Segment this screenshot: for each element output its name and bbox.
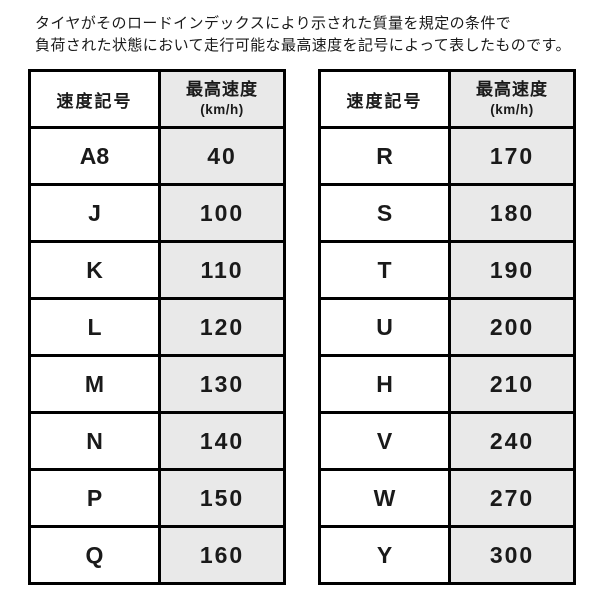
intro-line-1: タイヤがそのロードインデックスにより示された質量を規定の条件で	[35, 15, 512, 32]
speed-header-title: 最高速度	[476, 80, 548, 100]
table-row: N 140	[28, 411, 286, 471]
table-row: V 240	[318, 411, 576, 471]
table-row: R 170	[318, 126, 576, 186]
max-speed-cell: 140	[158, 411, 286, 471]
table-row: W 270	[318, 468, 576, 528]
speed-symbol-cell: P	[28, 468, 161, 528]
speed-symbol-cell: U	[318, 297, 451, 357]
speed-symbol-cell: K	[28, 240, 161, 300]
max-speed-cell: 120	[158, 297, 286, 357]
max-speed-cell: 210	[448, 354, 576, 414]
table-row: T 190	[318, 240, 576, 300]
header-row: 速度記号 最高速度 (km/h)	[318, 69, 576, 129]
speed-symbol-cell: T	[318, 240, 451, 300]
table-row: U 200	[318, 297, 576, 357]
max-speed-cell: 170	[448, 126, 576, 186]
speed-symbol-cell: V	[318, 411, 451, 471]
max-speed-cell: 160	[158, 525, 286, 585]
speed-symbol-cell: W	[318, 468, 451, 528]
table-row: S 180	[318, 183, 576, 243]
max-speed-cell: 240	[448, 411, 576, 471]
max-speed-cell: 200	[448, 297, 576, 357]
table-row: K 110	[28, 240, 286, 300]
table-row: Y 300	[318, 525, 576, 585]
speed-column-header: 最高速度 (km/h)	[158, 69, 286, 129]
speed-symbol-cell: N	[28, 411, 161, 471]
max-speed-cell: 130	[158, 354, 286, 414]
max-speed-cell: 190	[448, 240, 576, 300]
speed-symbol-cell: J	[28, 183, 161, 243]
table-row: L 120	[28, 297, 286, 357]
speed-table-right: 速度記号 最高速度 (km/h) R 170 S 180 T 190 U 200 H 210 V 24…	[318, 69, 576, 585]
header-row: 速度記号 最高速度 (km/h)	[28, 69, 286, 129]
speed-symbol-cell: L	[28, 297, 161, 357]
speed-symbol-cell: R	[318, 126, 451, 186]
speed-table-left: 速度記号 最高速度 (km/h) A8 40 J 100 K 110 L 120 M 130 N 14…	[28, 69, 286, 585]
table-row: Q 160	[28, 525, 286, 585]
speed-rating-tables: 速度記号 最高速度 (km/h) A8 40 J 100 K 110 L 120 M 130 N 14…	[28, 69, 576, 585]
symbol-column-header: 速度記号	[318, 69, 451, 129]
table-row: H 210	[318, 354, 576, 414]
speed-header-unit: (km/h)	[200, 102, 244, 118]
intro-line-2: 負荷された状態において走行可能な最高速度を記号によって表したものです。	[35, 37, 571, 54]
max-speed-cell: 150	[158, 468, 286, 528]
table-row: M 130	[28, 354, 286, 414]
speed-header-title: 最高速度	[186, 80, 258, 100]
symbol-column-header: 速度記号	[28, 69, 161, 129]
table-row: P 150	[28, 468, 286, 528]
speed-symbol-cell: M	[28, 354, 161, 414]
speed-symbol-cell: A8	[28, 126, 161, 186]
max-speed-cell: 270	[448, 468, 576, 528]
table-row: J 100	[28, 183, 286, 243]
table-row: A8 40	[28, 126, 286, 186]
speed-header-unit: (km/h)	[490, 102, 534, 118]
max-speed-cell: 110	[158, 240, 286, 300]
speed-symbol-cell: H	[318, 354, 451, 414]
max-speed-cell: 300	[448, 525, 576, 585]
intro-text: タイヤがそのロードインデックスにより示された質量を規定の条件で 負荷された状態に…	[35, 13, 571, 57]
speed-column-header: 最高速度 (km/h)	[448, 69, 576, 129]
speed-symbol-cell: S	[318, 183, 451, 243]
max-speed-cell: 100	[158, 183, 286, 243]
max-speed-cell: 40	[158, 126, 286, 186]
max-speed-cell: 180	[448, 183, 576, 243]
speed-symbol-cell: Y	[318, 525, 451, 585]
speed-symbol-cell: Q	[28, 525, 161, 585]
